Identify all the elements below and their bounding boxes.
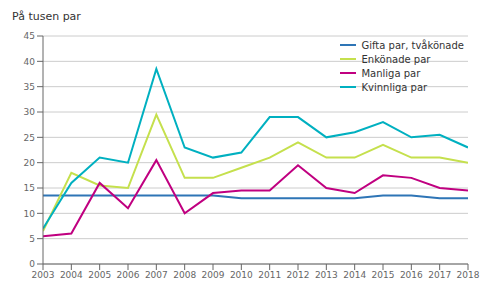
svg-text:5: 5 (29, 234, 35, 244)
svg-text:30: 30 (24, 107, 36, 117)
svg-text:2006: 2006 (117, 270, 140, 280)
svg-text:2009: 2009 (202, 270, 225, 280)
svg-text:2010: 2010 (230, 270, 253, 280)
svg-text:2008: 2008 (173, 270, 196, 280)
svg-text:35: 35 (24, 82, 35, 92)
svg-text:2013: 2013 (315, 270, 338, 280)
svg-text:2004: 2004 (60, 270, 83, 280)
html-text:På tusen par: På tusen par (12, 10, 81, 23)
html-text:Enkönade par: Enkönade par (361, 53, 431, 65)
html-text:Manliga par: Manliga par (361, 67, 421, 79)
html-text:Kvinnliga par: Kvinnliga par (361, 81, 428, 93)
svg-text:2015: 2015 (372, 270, 395, 280)
html-text:Gifta par, tvåkönade: Gifta par, tvåkönade (361, 39, 464, 51)
svg-text:20: 20 (24, 158, 36, 168)
svg-text:2011: 2011 (258, 270, 281, 280)
svg-text:15: 15 (24, 183, 35, 193)
svg-text:0: 0 (29, 259, 35, 269)
svg-text:2014: 2014 (343, 270, 366, 280)
svg-text:2016: 2016 (400, 270, 423, 280)
svg-text:10: 10 (24, 209, 36, 219)
svg-text:2003: 2003 (32, 270, 55, 280)
svg-text:2017: 2017 (428, 270, 451, 280)
svg-text:40: 40 (24, 57, 36, 67)
svg-text:2012: 2012 (287, 270, 310, 280)
svg-text:2005: 2005 (88, 270, 111, 280)
svg-text:2007: 2007 (145, 270, 168, 280)
svg-text:2018: 2018 (457, 270, 480, 280)
svg-text:25: 25 (24, 133, 35, 143)
svg-text:45: 45 (24, 31, 35, 41)
